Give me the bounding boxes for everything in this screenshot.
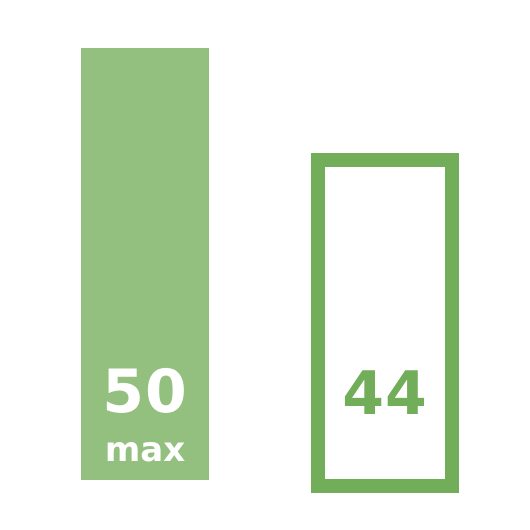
max-value: 50 <box>102 357 188 427</box>
current-bar <box>311 153 459 493</box>
max-bar-text: 50 max <box>81 0 209 530</box>
current-value: 44 <box>342 359 428 429</box>
max-label: max <box>104 430 186 470</box>
max-bar <box>81 48 209 480</box>
